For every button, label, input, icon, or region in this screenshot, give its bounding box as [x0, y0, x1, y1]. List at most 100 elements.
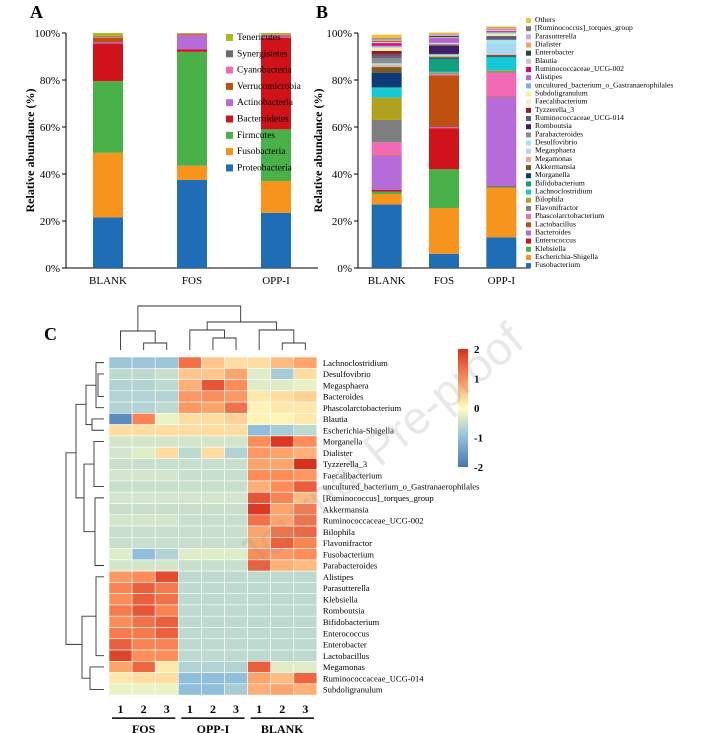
heatmap-cell: [131, 491, 156, 504]
heatmap-cell: [201, 672, 225, 685]
heatmap-cell: [178, 593, 202, 606]
y-axis-label: Relative abundance (%): [311, 89, 325, 213]
column-dendrogram-branch: [137, 305, 242, 331]
legend-swatch: [526, 189, 531, 195]
heatmap-cell: [131, 604, 156, 617]
heatmap-cell: [178, 413, 202, 425]
heatmap-cell: [247, 604, 272, 617]
row-dendrogram-branch: [94, 497, 104, 566]
heatmap-cell: [108, 458, 133, 470]
heatmap-cell: [131, 379, 156, 392]
heatmap-cell: [154, 672, 179, 685]
y-tick-label: 100%: [34, 28, 60, 40]
heatmap-cell: [224, 672, 248, 685]
heatmap-cell: [270, 469, 295, 482]
heatmap-cell: [108, 582, 133, 594]
bar-segment-dialister: [486, 28, 517, 30]
y-tick-label: 20%: [40, 216, 60, 228]
heatmap-cell: [270, 413, 295, 425]
row-label: Enterobacter: [323, 640, 367, 650]
heatmap-cell: [108, 537, 133, 549]
legend-label: Dialister: [535, 40, 562, 49]
bar-segment-tenericutes: [261, 33, 291, 35]
row-dendrogram-branch: [93, 441, 104, 488]
legend-label: Megasphaera: [535, 146, 576, 155]
heatmap-cell: [108, 660, 133, 673]
group-label: OPP-I: [197, 722, 230, 733]
heatmap-cell: [247, 458, 272, 470]
bar-segment-cyanobacteria: [261, 34, 291, 36]
color-scale-tick-label: 1: [474, 374, 480, 386]
y-tick-label: 100%: [326, 28, 352, 40]
heatmap-cell: [247, 367, 272, 380]
heatmap-cell: [270, 458, 295, 470]
column-dendrogram-branch: [212, 337, 237, 350]
legend-label: Lachnoclostridium: [535, 187, 592, 196]
color-scale-tick-label: 2: [474, 344, 480, 356]
heatmap-cell: [293, 593, 318, 606]
heatmap-cell: [131, 401, 156, 414]
legend-label: Lactobacillus: [535, 219, 576, 228]
heatmap-cell: [293, 649, 318, 662]
row-label: Enterococcus: [323, 628, 370, 638]
bar-segment-romboutsia: [371, 56, 402, 58]
heatmap-cell: [224, 458, 248, 470]
heatmap-cell: [270, 514, 295, 527]
color-scale-tick-label: -2: [474, 462, 484, 474]
heatmap-cell: [178, 548, 202, 561]
bar-segment-megamonas: [371, 65, 402, 68]
bar-segment-megasphaera: [486, 43, 517, 55]
bar-segment-klebsiella: [486, 186, 517, 189]
heatmap-cell: [201, 401, 225, 414]
heatmap-cell: [154, 548, 179, 561]
heatmap-cell: [131, 627, 156, 640]
row-label: Blautia: [323, 414, 348, 424]
heatmap-cell: [270, 660, 295, 673]
heatmap-cell: [154, 570, 179, 583]
heatmap-cell: [293, 379, 318, 392]
heatmap-cell: [131, 413, 156, 425]
heatmap-cell: [270, 683, 295, 696]
heatmap-cell: [247, 435, 272, 448]
bar-segment-ruminococcaceae-ucg-014: [371, 54, 402, 57]
heatmap-cell: [108, 514, 133, 527]
bar-segment-firmcutes: [93, 81, 123, 153]
bar-segment-bacteroides: [486, 96, 517, 187]
heatmap-cell: [247, 548, 272, 561]
heatmap-cell: [154, 503, 179, 516]
bar-segment-blautia: [429, 36, 459, 38]
heatmap-cell: [201, 660, 225, 673]
row-dendrogram-branch: [95, 362, 104, 409]
bar-segment-klebsiella: [429, 169, 459, 209]
bar-segment-enterococcus: [486, 186, 517, 187]
heatmap-cell: [201, 537, 225, 549]
legend-swatch: [526, 107, 531, 113]
legend-swatch: [226, 82, 233, 90]
heatmap-cell: [154, 413, 179, 425]
bar-segment-others: [371, 34, 402, 39]
heatmap-cell: [154, 582, 179, 594]
heatmap-cell: [154, 367, 179, 380]
bar-segment-enterobacter: [371, 41, 402, 42]
heatmap-cell: [178, 390, 202, 403]
column-dendrogram-branch: [189, 329, 225, 350]
heatmap-cell: [201, 446, 225, 459]
y-tick-label: 60%: [332, 122, 352, 134]
column-dendrogram-branch: [143, 342, 168, 350]
legend-label: Klebsiella: [535, 244, 566, 253]
bar-segment-lachnoclostridium: [486, 57, 517, 71]
legend-swatch: [226, 115, 233, 123]
heatmap-cell: [293, 615, 318, 628]
bar-segment-fusobacterium: [371, 204, 402, 268]
heatmap-cell: [247, 525, 272, 538]
heatmap-cell: [178, 582, 202, 594]
bar-segment-akkermansia: [486, 54, 517, 57]
heatmap-cell: [293, 390, 318, 403]
heatmap-cell: [270, 435, 295, 448]
heatmap-cell: [224, 514, 248, 527]
heatmap-cell: [178, 638, 202, 651]
legend-swatch: [526, 263, 531, 269]
legend-swatch: [226, 164, 233, 172]
column-label: 2: [279, 702, 285, 716]
